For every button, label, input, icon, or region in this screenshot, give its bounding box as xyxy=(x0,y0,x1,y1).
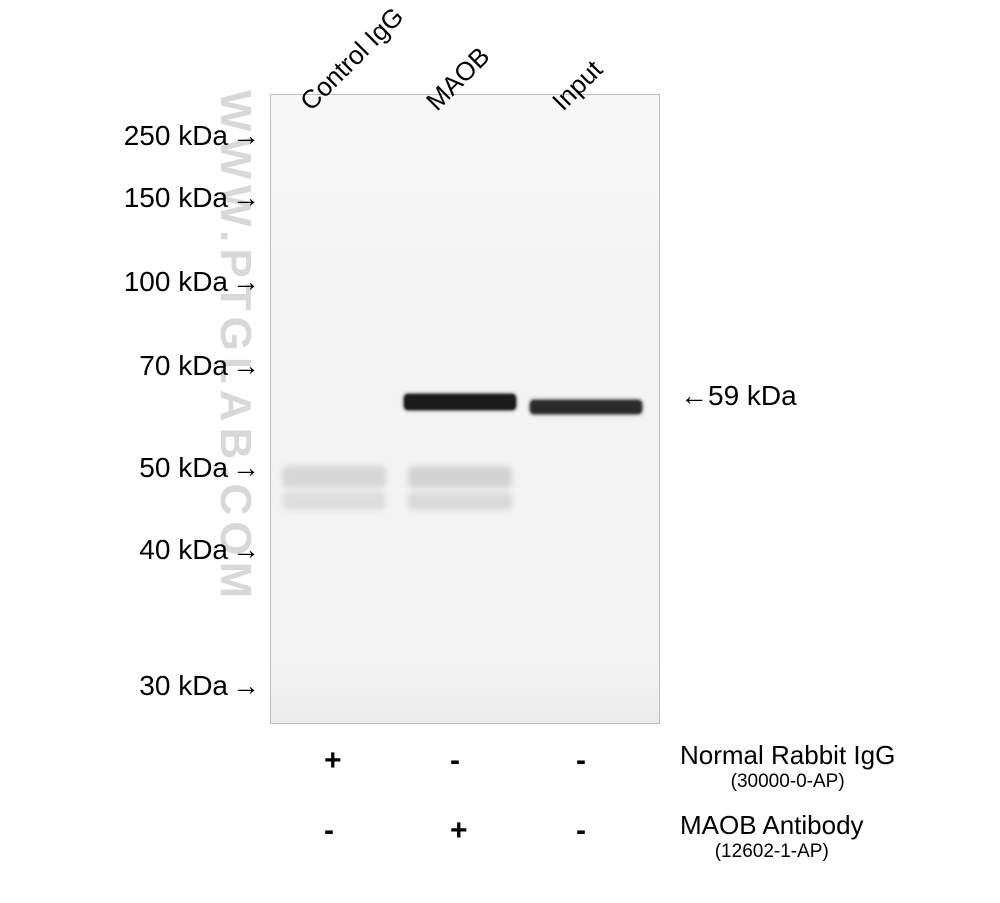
arrow-right-icon: → xyxy=(232,670,260,702)
marker-5: 40 kDa→ xyxy=(139,534,260,566)
band-maob xyxy=(404,394,516,410)
marker-0: 250 kDa→ xyxy=(124,120,260,152)
faint-band-maob-3 xyxy=(408,492,512,510)
detected-band-label: ←59 kDa xyxy=(680,380,797,412)
marker-6: 30 kDa→ xyxy=(139,670,260,702)
detected-band-text: 59 kDa xyxy=(708,380,797,411)
marker-2: 100 kDa→ xyxy=(124,266,260,298)
legend-title-0: Normal Rabbit IgG xyxy=(680,740,895,771)
band-input xyxy=(530,400,642,414)
indicator-maob-row1: + xyxy=(450,814,468,848)
faint-band-maob-2 xyxy=(408,466,512,488)
arrow-right-icon: → xyxy=(232,534,260,566)
arrow-right-icon: → xyxy=(232,182,260,214)
arrow-right-icon: → xyxy=(232,452,260,484)
indicator-control-row1: - xyxy=(324,814,334,848)
faint-band-control-1 xyxy=(282,492,386,510)
marker-1: 150 kDa→ xyxy=(124,182,260,214)
legend-sub-1: (12602-1-AP) xyxy=(680,841,864,863)
indicator-input-row0: - xyxy=(576,744,586,778)
marker-3: 70 kDa→ xyxy=(139,350,260,382)
legend-sub-0: (30000-0-AP) xyxy=(680,771,895,793)
indicator-control-row0: + xyxy=(324,744,342,778)
arrow-right-icon: → xyxy=(232,120,260,152)
faint-band-control-0 xyxy=(282,466,386,488)
watermark-text: WWW.PTGLAB.COM xyxy=(210,90,260,604)
legend-title-1: MAOB Antibody xyxy=(680,810,864,841)
arrow-left-icon: ← xyxy=(680,380,708,411)
arrow-right-icon: → xyxy=(232,266,260,298)
arrow-right-icon: → xyxy=(232,350,260,382)
figure-root: WWW.PTGLAB.COM Control IgGMAOBInput 250 … xyxy=(0,0,1000,903)
indicator-input-row1: - xyxy=(576,814,586,848)
legend-row-0: Normal Rabbit IgG(30000-0-AP) xyxy=(680,740,895,793)
indicator-maob-row0: - xyxy=(450,744,460,778)
marker-4: 50 kDa→ xyxy=(139,452,260,484)
legend-row-1: MAOB Antibody(12602-1-AP) xyxy=(680,810,864,863)
